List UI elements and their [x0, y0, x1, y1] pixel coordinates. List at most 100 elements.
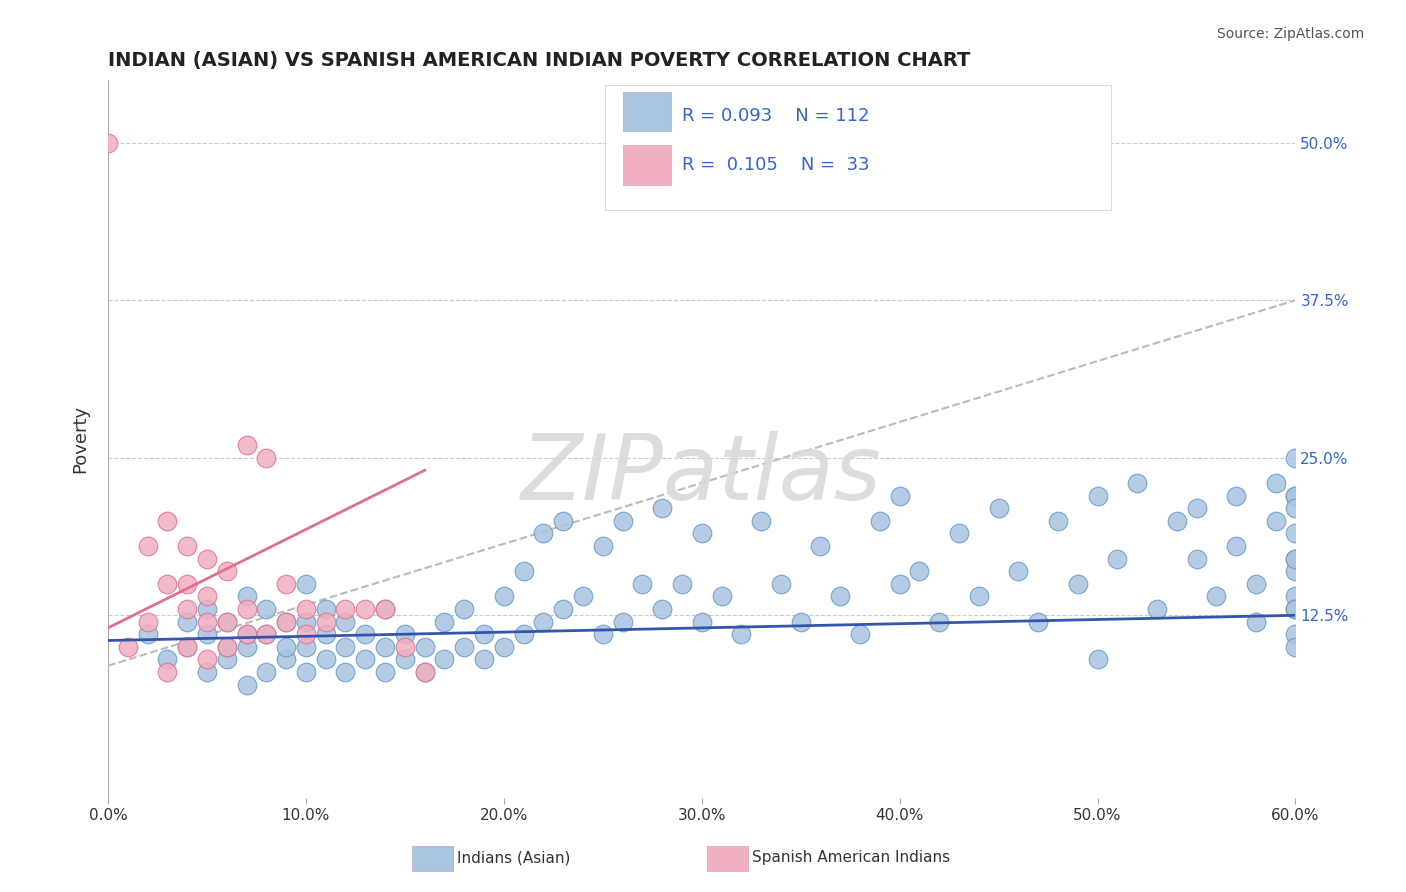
- Point: [315, 615, 337, 629]
- Point: [987, 501, 1010, 516]
- Point: [1284, 551, 1306, 566]
- Point: [553, 514, 575, 528]
- Point: [1244, 615, 1267, 629]
- Point: [1284, 450, 1306, 465]
- Point: [274, 576, 297, 591]
- Point: [394, 652, 416, 666]
- Point: [315, 627, 337, 641]
- Point: [1185, 501, 1208, 516]
- Point: [295, 627, 318, 641]
- Point: [453, 640, 475, 654]
- Text: Spanish American Indians: Spanish American Indians: [752, 850, 950, 865]
- Point: [1284, 551, 1306, 566]
- Point: [274, 652, 297, 666]
- Point: [195, 590, 218, 604]
- Point: [215, 640, 238, 654]
- Point: [1046, 514, 1069, 528]
- Point: [651, 501, 673, 516]
- Point: [433, 615, 456, 629]
- Point: [413, 665, 436, 679]
- Point: [394, 640, 416, 654]
- Text: R =  0.105    N =  33: R = 0.105 N = 33: [682, 156, 869, 174]
- Point: [117, 640, 139, 654]
- Point: [97, 136, 120, 150]
- Point: [335, 640, 357, 654]
- Point: [612, 615, 634, 629]
- Point: [295, 602, 318, 616]
- Point: [335, 602, 357, 616]
- Point: [254, 627, 277, 641]
- Point: [315, 652, 337, 666]
- Point: [235, 678, 257, 692]
- Point: [374, 602, 396, 616]
- Point: [354, 652, 377, 666]
- Point: [1146, 602, 1168, 616]
- Point: [1166, 514, 1188, 528]
- Point: [1007, 564, 1029, 578]
- Point: [195, 652, 218, 666]
- Point: [1087, 489, 1109, 503]
- Point: [1284, 640, 1306, 654]
- Point: [235, 640, 257, 654]
- Point: [354, 627, 377, 641]
- Point: [908, 564, 931, 578]
- Point: [374, 602, 396, 616]
- Point: [1185, 551, 1208, 566]
- Point: [215, 652, 238, 666]
- Text: INDIAN (ASIAN) VS SPANISH AMERICAN INDIAN POVERTY CORRELATION CHART: INDIAN (ASIAN) VS SPANISH AMERICAN INDIA…: [108, 51, 970, 70]
- Point: [295, 640, 318, 654]
- Point: [195, 615, 218, 629]
- Point: [769, 576, 792, 591]
- Point: [374, 665, 396, 679]
- Point: [592, 627, 614, 641]
- Point: [1284, 627, 1306, 641]
- Point: [1225, 489, 1247, 503]
- Point: [1284, 602, 1306, 616]
- Point: [1067, 576, 1090, 591]
- Point: [472, 627, 495, 641]
- Point: [1126, 475, 1149, 490]
- Point: [136, 539, 159, 553]
- Point: [235, 627, 257, 641]
- Point: [690, 615, 713, 629]
- Point: [612, 514, 634, 528]
- Point: [492, 590, 515, 604]
- Point: [413, 640, 436, 654]
- Point: [254, 665, 277, 679]
- Point: [136, 627, 159, 641]
- Point: [553, 602, 575, 616]
- Point: [1284, 526, 1306, 541]
- Point: [176, 640, 198, 654]
- Point: [315, 602, 337, 616]
- Point: [195, 627, 218, 641]
- Point: [1107, 551, 1129, 566]
- Text: Indians (Asian): Indians (Asian): [457, 850, 571, 865]
- Point: [531, 526, 554, 541]
- Point: [235, 590, 257, 604]
- Point: [176, 539, 198, 553]
- Point: [195, 665, 218, 679]
- Point: [394, 627, 416, 641]
- Point: [948, 526, 970, 541]
- Point: [1087, 652, 1109, 666]
- Point: [235, 602, 257, 616]
- Point: [1284, 602, 1306, 616]
- Point: [1284, 564, 1306, 578]
- Point: [889, 489, 911, 503]
- Text: R = 0.093    N = 112: R = 0.093 N = 112: [682, 107, 869, 125]
- Point: [572, 590, 595, 604]
- Point: [810, 539, 832, 553]
- Point: [1264, 514, 1286, 528]
- Point: [235, 438, 257, 452]
- Point: [335, 665, 357, 679]
- Point: [195, 602, 218, 616]
- Point: [1284, 590, 1306, 604]
- Text: Source: ZipAtlas.com: Source: ZipAtlas.com: [1216, 27, 1364, 41]
- Point: [1264, 475, 1286, 490]
- Point: [749, 514, 772, 528]
- Point: [472, 652, 495, 666]
- Point: [195, 551, 218, 566]
- Point: [433, 652, 456, 666]
- Point: [176, 615, 198, 629]
- Point: [156, 514, 179, 528]
